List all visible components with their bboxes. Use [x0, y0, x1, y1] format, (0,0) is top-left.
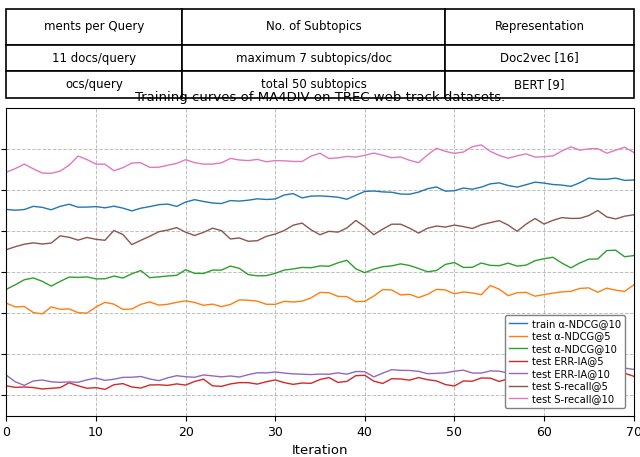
test ERR-IA@10	[630, 367, 637, 372]
test S-recall@5	[307, 227, 315, 233]
test ERR-IA@10	[101, 377, 109, 383]
test α-NDCG@5	[486, 283, 494, 288]
test α-NDCG@10	[379, 264, 387, 270]
test ERR-IA@10	[20, 383, 28, 388]
test ERR-IA@5	[316, 377, 324, 382]
test ERR-IA@10	[316, 372, 324, 377]
test α-NDCG@10	[20, 277, 28, 282]
test ERR-IA@10	[603, 364, 611, 369]
test ERR-IA@5	[630, 373, 637, 379]
train α-NDCG@10	[20, 207, 28, 212]
test S-recall@10	[585, 146, 593, 152]
train α-NDCG@10	[630, 177, 637, 183]
test S-recall@10	[388, 155, 396, 160]
test ERR-IA@10	[388, 367, 396, 372]
test α-NDCG@5	[603, 286, 611, 291]
test S-recall@5	[20, 241, 28, 247]
test α-NDCG@10	[630, 253, 637, 258]
X-axis label: Iteration: Iteration	[292, 444, 348, 457]
train α-NDCG@10	[612, 175, 620, 181]
Line: test S-recall@10: test S-recall@10	[6, 145, 634, 173]
test α-NDCG@10	[3, 287, 10, 292]
Line: train α-NDCG@10: train α-NDCG@10	[6, 178, 634, 211]
test S-recall@5	[3, 247, 10, 252]
test α-NDCG@5	[316, 290, 324, 295]
train α-NDCG@10	[3, 207, 10, 212]
train α-NDCG@10	[92, 204, 100, 209]
test α-NDCG@10	[182, 267, 189, 272]
test ERR-IA@5	[20, 384, 28, 390]
train α-NDCG@10	[576, 180, 584, 186]
test ERR-IA@5	[3, 383, 10, 388]
train α-NDCG@10	[585, 175, 593, 181]
test ERR-IA@10	[29, 378, 37, 384]
test S-recall@10	[20, 161, 28, 167]
test ERR-IA@5	[388, 376, 396, 382]
train α-NDCG@10	[128, 208, 136, 213]
test ERR-IA@10	[576, 371, 584, 376]
test ERR-IA@10	[612, 363, 620, 368]
test S-recall@5	[477, 222, 485, 228]
test ERR-IA@10	[3, 372, 10, 378]
Legend: train α-NDCG@10, test α-NDCG@5, test α-NDCG@10, test ERR-IA@5, test ERR-IA@10, t: train α-NDCG@10, test α-NDCG@5, test α-N…	[506, 315, 625, 408]
test S-recall@10	[630, 149, 637, 155]
test α-NDCG@10	[477, 260, 485, 266]
train α-NDCG@10	[316, 193, 324, 199]
test ERR-IA@5	[621, 371, 628, 376]
test S-recall@5	[594, 208, 602, 213]
test α-NDCG@10	[612, 248, 620, 253]
Line: test ERR-IA@10: test ERR-IA@10	[6, 366, 634, 385]
test ERR-IA@5	[603, 375, 611, 380]
test α-NDCG@5	[388, 287, 396, 292]
test S-recall@5	[379, 226, 387, 232]
test S-recall@5	[630, 212, 637, 218]
test ERR-IA@5	[92, 385, 100, 390]
test S-recall@10	[101, 161, 109, 167]
test S-recall@10	[3, 170, 10, 175]
Line: test α-NDCG@5: test α-NDCG@5	[6, 285, 634, 314]
test S-recall@5	[182, 229, 189, 235]
Line: test α-NDCG@10: test α-NDCG@10	[6, 250, 634, 289]
test ERR-IA@5	[576, 375, 584, 381]
test S-recall@10	[612, 148, 620, 153]
Line: test ERR-IA@5: test ERR-IA@5	[6, 373, 634, 389]
Line: test S-recall@5: test S-recall@5	[6, 211, 634, 250]
test α-NDCG@10	[594, 256, 602, 262]
test S-recall@5	[603, 214, 611, 220]
test α-NDCG@5	[191, 300, 198, 305]
test α-NDCG@5	[630, 282, 637, 288]
test S-recall@10	[47, 170, 55, 176]
train α-NDCG@10	[388, 190, 396, 195]
Title: Training curves of MA4DIV on TREC web track datasets.: Training curves of MA4DIV on TREC web tr…	[135, 91, 505, 104]
test α-NDCG@5	[38, 311, 46, 317]
test α-NDCG@5	[20, 304, 28, 309]
test S-recall@10	[477, 142, 485, 148]
test α-NDCG@10	[307, 265, 315, 271]
test ERR-IA@5	[101, 387, 109, 392]
test S-recall@10	[316, 150, 324, 156]
test α-NDCG@5	[3, 301, 10, 306]
